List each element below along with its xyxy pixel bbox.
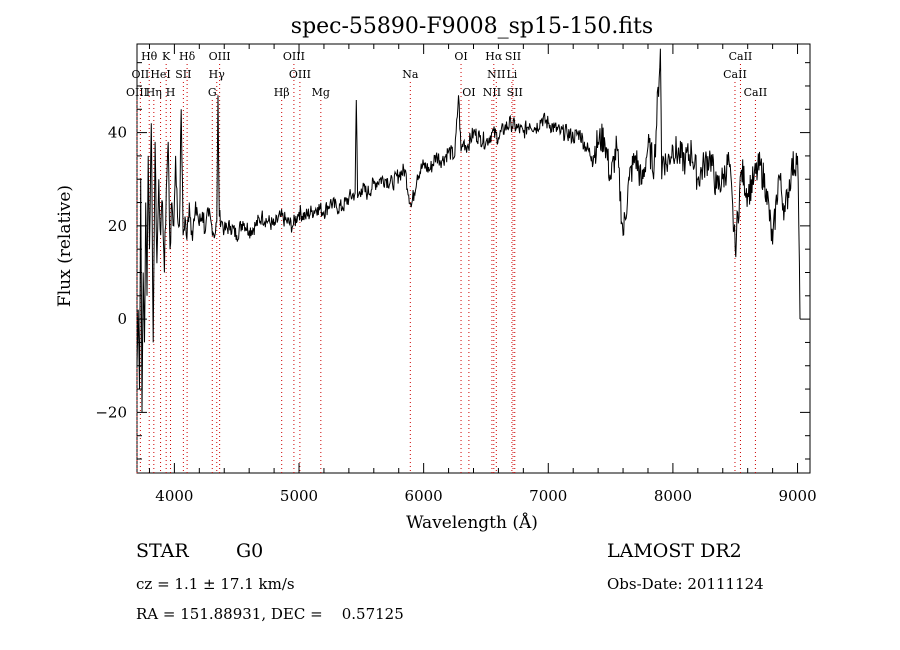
y-tick-label: 40 [108,124,127,142]
axis-ticks [137,44,810,473]
object-subclass: G0 [236,540,264,562]
spectral-line-label: OIII [283,50,305,63]
spectral-line-label: OII [132,68,150,81]
spectrum-chart: spec-55890-F9008_sp15-150.fits Hθ K Hδ OIII… [55,14,817,533]
ra-dec-coordinates: RA = 151.88931, DEC = 0.57125 [136,605,404,623]
spectral-line-label: Hα [485,50,503,63]
spectral-line-label: CaII [723,68,747,81]
spectral-line-label: Hθ [141,50,158,63]
spectral-line-label: Hη [146,86,162,99]
x-tick-label: 4000 [155,487,193,505]
spectral-line-label: NII [487,68,505,81]
plot-frame [136,43,811,474]
x-tick-label: 7000 [529,487,567,505]
spectral-line-label: OIII [126,86,148,99]
x-axis-label: Wavelength (Å) [406,512,538,533]
spectral-line-label: Hβ [274,86,290,99]
spectral-line-label: SII [507,86,523,99]
axis-tick-labels: 4000 5000 6000 7000 8000 9000 −20 0 20 40 [95,124,816,505]
y-tick-label: −20 [95,403,127,421]
observation-date: Obs-Date: 20111124 [607,575,764,593]
spectral-line-label: H [166,86,176,99]
spectral-line-label: OIII [209,50,231,63]
spectral-line-label: SII [505,50,521,63]
spectral-line-label: OIII [289,68,311,81]
spectral-line-label: G [208,86,217,99]
spectral-line-label: Hγ [209,68,226,81]
redshift-cz: cz = 1.1 ± 17.1 km/s [136,575,295,593]
spectral-line-label: CaII [729,50,753,63]
spectral-line-label: CaII [744,86,768,99]
x-tick-label: 5000 [280,487,318,505]
spectral-line-label: OI [462,86,475,99]
x-tick-label: 6000 [405,487,443,505]
spectral-line-label: Na [402,68,419,81]
spectral-line-label: HeI [150,68,170,81]
chart-title: spec-55890-F9008_sp15-150.fits [291,14,653,39]
spectral-line-label: Li [506,68,517,81]
y-tick-label: 20 [108,217,127,235]
y-tick-label: 0 [117,310,127,328]
spectral-line-label: NII [483,86,501,99]
spectral-line-label: SII [175,68,191,81]
spectral-line-label: K [162,50,171,63]
spectrum-line [136,48,801,413]
spectral-line-label: OI [454,50,467,63]
spectral-line-label: Mg [312,86,330,99]
spectral-line-markers [136,64,756,473]
object-class: STAR [136,540,189,562]
y-axis-label: Flux (relative) [55,185,75,307]
x-tick-label: 8000 [654,487,692,505]
x-tick-label: 9000 [778,487,816,505]
survey-name: LAMOST DR2 [607,540,742,562]
spectral-line-label: Hδ [179,50,196,63]
